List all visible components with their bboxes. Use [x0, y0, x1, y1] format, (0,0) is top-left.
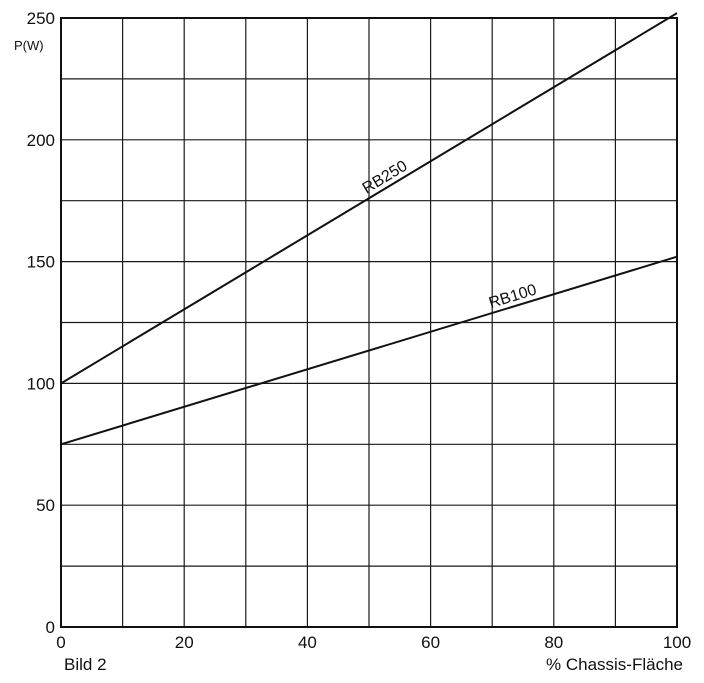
y-tick-label: 200	[27, 131, 55, 150]
y-tick-label: 100	[27, 374, 55, 393]
y-tick-label: 0	[46, 618, 55, 637]
x-tick-label: 100	[663, 633, 691, 652]
y-axis-label: P(W)	[14, 38, 44, 53]
y-tick-label: 50	[36, 496, 55, 515]
x-tick-label: 0	[56, 633, 65, 652]
x-tick-labels: 0 20 40 60 80 100	[56, 633, 691, 652]
y-tick-labels: 0 50 100 150 200 250	[27, 9, 55, 637]
grid-lines	[61, 18, 677, 627]
y-tick-label: 150	[27, 253, 55, 272]
x-tick-label: 80	[544, 633, 563, 652]
x-tick-label: 60	[421, 633, 440, 652]
figure-caption: Bild 2	[64, 655, 107, 674]
y-tick-label: 250	[27, 9, 55, 28]
x-axis-label: % Chassis-Fläche	[546, 655, 683, 674]
x-tick-label: 20	[175, 633, 194, 652]
x-tick-label: 40	[298, 633, 317, 652]
